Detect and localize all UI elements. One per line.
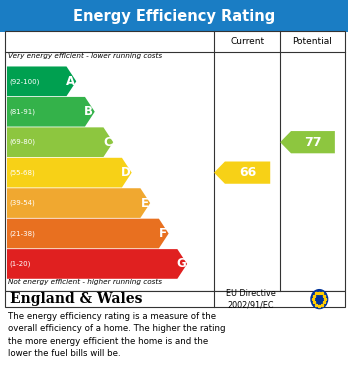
Text: Potential: Potential bbox=[292, 37, 332, 46]
Text: G: G bbox=[176, 257, 186, 271]
Text: Energy Efficiency Rating: Energy Efficiency Rating bbox=[73, 9, 275, 23]
Bar bbox=[5, 31, 345, 291]
Text: (39-54): (39-54) bbox=[10, 200, 35, 206]
Polygon shape bbox=[7, 219, 169, 248]
Text: (92-100): (92-100) bbox=[10, 78, 40, 84]
Text: (69-80): (69-80) bbox=[10, 139, 36, 145]
Polygon shape bbox=[7, 249, 187, 279]
Text: (81-91): (81-91) bbox=[10, 108, 36, 115]
Polygon shape bbox=[214, 161, 270, 184]
Text: C: C bbox=[103, 136, 112, 149]
Text: (21-38): (21-38) bbox=[10, 230, 35, 237]
Text: D: D bbox=[120, 166, 130, 179]
Polygon shape bbox=[7, 66, 76, 96]
Text: The energy efficiency rating is a measure of the
overall efficiency of a home. T: The energy efficiency rating is a measur… bbox=[8, 312, 226, 358]
Polygon shape bbox=[7, 188, 150, 218]
Text: E: E bbox=[141, 197, 149, 210]
Text: EU Directive
2002/91/EC: EU Directive 2002/91/EC bbox=[226, 289, 275, 309]
Polygon shape bbox=[280, 131, 335, 153]
Text: 66: 66 bbox=[239, 166, 256, 179]
Circle shape bbox=[310, 289, 329, 309]
Text: 77: 77 bbox=[304, 136, 322, 149]
Text: F: F bbox=[159, 227, 167, 240]
Text: (1-20): (1-20) bbox=[10, 261, 31, 267]
Bar bbox=[0, 0, 348, 32]
Text: Very energy efficient - lower running costs: Very energy efficient - lower running co… bbox=[8, 53, 162, 59]
Text: (55-68): (55-68) bbox=[10, 169, 35, 176]
Text: England & Wales: England & Wales bbox=[10, 292, 143, 306]
Polygon shape bbox=[7, 158, 132, 187]
Bar bbox=[5, 291, 345, 307]
Text: Not energy efficient - higher running costs: Not energy efficient - higher running co… bbox=[8, 279, 162, 285]
Text: B: B bbox=[84, 105, 93, 118]
Polygon shape bbox=[7, 127, 113, 157]
Text: Current: Current bbox=[230, 37, 264, 46]
Text: A: A bbox=[66, 75, 75, 88]
Polygon shape bbox=[7, 97, 95, 127]
